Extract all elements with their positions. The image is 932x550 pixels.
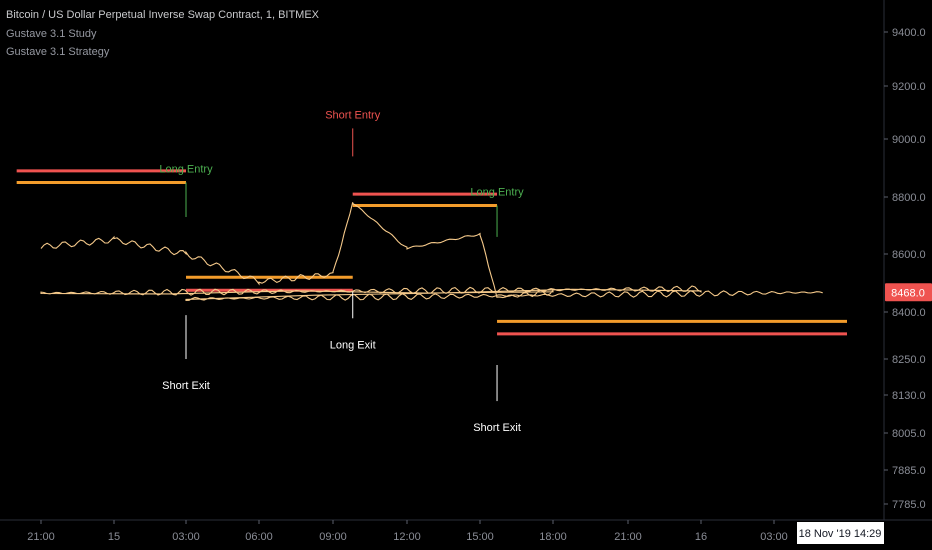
signal-label: Long Exit: [330, 339, 376, 351]
chart-title: Bitcoin / US Dollar Perpetual Inverse Sw…: [6, 9, 320, 21]
y-tick-label: 8130.0: [892, 390, 926, 402]
signal-label: Short Exit: [473, 422, 521, 434]
y-tick-label: 8250.0: [892, 354, 926, 366]
signal-label: Short Exit: [162, 380, 210, 392]
y-tick-label: 8400.0: [892, 307, 926, 319]
y-tick-label: 8800.0: [892, 192, 926, 204]
y-tick-label: 8600.0: [892, 249, 926, 261]
cursor-time-badge: [797, 522, 884, 544]
cursor-time-label: 18 Nov '19 14:29: [799, 528, 882, 540]
x-tick-label: 06:00: [245, 531, 273, 543]
price-series-line: [40, 202, 823, 301]
current-price-badge: [885, 283, 932, 302]
x-tick-label: 15: [108, 531, 120, 543]
y-tick-label: 7885.0: [892, 465, 926, 477]
x-tick-label: 21:00: [614, 531, 642, 543]
study-indicator-label[interactable]: Gustave 3.1 Study: [6, 28, 97, 40]
x-tick-label: 21:00: [27, 531, 55, 543]
y-tick-label: 7785.0: [892, 499, 926, 511]
signal-label: Long Entry: [159, 164, 213, 176]
x-tick-label: 15:00: [466, 531, 494, 543]
x-tick-label: 16: [695, 531, 707, 543]
x-tick-label: 12:00: [393, 531, 421, 543]
x-tick-label: 09:00: [319, 531, 347, 543]
y-tick-label: 9000.0: [892, 134, 926, 146]
y-tick-label: 8005.0: [892, 428, 926, 440]
x-tick-label: 03:00: [172, 531, 200, 543]
current-price-label: 8468.0: [891, 287, 925, 299]
signal-label: Long Entry: [470, 187, 524, 199]
x-tick-label: 18:00: [539, 531, 567, 543]
strategy-indicator-label[interactable]: Gustave 3.1 Strategy: [6, 46, 110, 58]
x-tick-label: 03:00: [760, 531, 788, 543]
y-tick-label: 9400.0: [892, 27, 926, 39]
y-tick-label: 9200.0: [892, 81, 926, 93]
signal-label: Short Entry: [325, 109, 381, 121]
